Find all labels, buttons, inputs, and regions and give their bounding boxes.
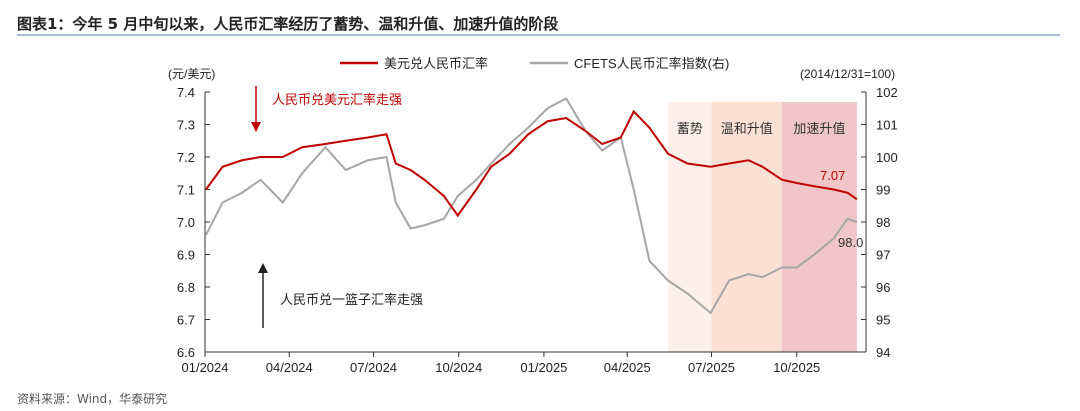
phase-label: 温和升值 — [721, 121, 773, 136]
phase-band — [668, 102, 712, 352]
annotation-rmb-usd: 人民币兑美元汇率走强 — [272, 92, 402, 107]
annotation-rmb-basket: 人民币兑一篮子汇率走强 — [280, 292, 423, 307]
left-axis-unit: (元/美元) — [168, 67, 215, 81]
y-tick-label-right: 98 — [876, 215, 890, 230]
series-line-right — [205, 97, 858, 315]
arrow-down-icon — [251, 122, 261, 132]
right-axis-unit: (2014/12/31=100) — [800, 67, 895, 81]
y-tick-label-left: 7.0 — [177, 215, 195, 230]
x-tick-label: 07/2024 — [350, 360, 397, 375]
y-tick-label-right: 96 — [876, 280, 890, 295]
x-tick-label: 10/2025 — [773, 360, 820, 375]
end-label-usdcny: 7.07 — [820, 168, 845, 183]
arrow-up-icon — [258, 263, 268, 273]
x-tick-label: 10/2024 — [435, 360, 482, 375]
y-tick-label-right: 94 — [876, 345, 890, 360]
series-line-left — [205, 109, 858, 218]
x-tick-label: 01/2025 — [520, 360, 567, 375]
figure-title: 图表1：今年 5 月中旬以来，人民币汇率经历了蓄势、温和升值、加速升值的阶段 — [17, 15, 559, 33]
phase-label: 加速升值 — [793, 121, 845, 136]
y-tick-label-right: 100 — [876, 150, 898, 165]
y-tick-label-left: 6.7 — [177, 313, 195, 328]
y-tick-label-right: 97 — [876, 248, 890, 263]
legend-label: 美元兑人民币汇率 — [384, 56, 488, 71]
y-tick-label-left: 6.9 — [177, 248, 195, 263]
y-tick-label-left: 7.3 — [177, 118, 195, 133]
legend-label: CFETS人民币汇率指数(右) — [574, 56, 729, 71]
x-tick-label: 04/2024 — [266, 360, 313, 375]
y-tick-label-right: 101 — [876, 118, 898, 133]
phase-band — [711, 102, 782, 352]
phase-band — [781, 102, 857, 352]
y-tick-label-left: 7.1 — [177, 183, 195, 198]
y-tick-label-left: 6.8 — [177, 280, 195, 295]
y-tick-label-right: 99 — [876, 183, 890, 198]
x-tick-label: 07/2025 — [688, 360, 735, 375]
phase-label: 蓄势 — [677, 121, 703, 136]
end-label-cfets: 98.0 — [838, 235, 863, 250]
y-tick-label-right: 95 — [876, 313, 890, 328]
y-tick-label-left: 7.2 — [177, 150, 195, 165]
y-tick-label-left: 7.4 — [177, 85, 195, 100]
title-divider — [17, 34, 1060, 36]
source-note: 资料来源：Wind，华泰研究 — [17, 392, 168, 406]
x-tick-label: 04/2025 — [604, 360, 651, 375]
y-tick-label-right: 102 — [876, 85, 898, 100]
x-tick-label: 01/2024 — [182, 360, 229, 375]
y-tick-label-left: 6.6 — [177, 345, 195, 360]
